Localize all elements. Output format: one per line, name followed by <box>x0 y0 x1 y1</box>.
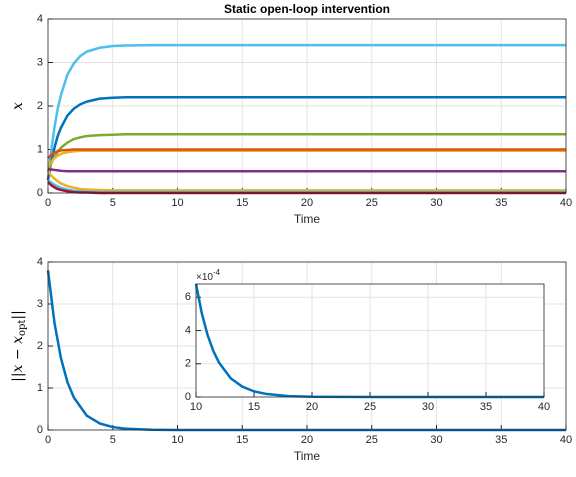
y-tick-label: 3 <box>37 298 43 310</box>
x-axis-label: Time <box>294 449 321 463</box>
x-tick-label: 15 <box>248 401 260 413</box>
axes-box <box>195 283 545 398</box>
y-tick-label: 0 <box>37 424 43 436</box>
axes: 10 15 20 25 30 35 40 0 2 4 6 ×10-4 <box>185 268 550 413</box>
x-tick-label: 25 <box>366 434 378 446</box>
x-tick-label: 0 <box>45 197 51 209</box>
axes-box <box>47 261 567 431</box>
y-tick-label: 2 <box>37 340 43 352</box>
x-tick-label: 20 <box>306 401 318 413</box>
x-tick-label: 5 <box>110 434 116 446</box>
y-label-main: x <box>10 102 26 110</box>
x-tick-label: 40 <box>560 434 572 446</box>
x-tick-label: 35 <box>480 401 492 413</box>
line-series <box>47 167 566 173</box>
y-tick-label: 1 <box>37 382 43 394</box>
y-label-sub: opt <box>17 320 28 336</box>
y-tick-label: 4 <box>37 256 43 268</box>
x-axis-label: Time <box>294 212 321 226</box>
y-label-main: ||x − x <box>10 336 26 382</box>
y-multiplier: ×10-4 <box>196 268 221 283</box>
axes-box <box>47 18 567 194</box>
y-label-end: || <box>10 310 26 319</box>
x-tick-label: 10 <box>171 197 183 209</box>
y-tick-label: 2 <box>185 358 191 370</box>
x-tick-label: 40 <box>538 401 550 413</box>
y-axis-label: ||x − xopt|| <box>10 310 28 382</box>
x-tick-label: 35 <box>495 197 507 209</box>
line-series <box>46 149 566 168</box>
line-series <box>46 133 566 172</box>
x-tick-label: 30 <box>430 434 442 446</box>
x-tick-label: 15 <box>236 197 248 209</box>
x-tick-label: 20 <box>301 434 313 446</box>
y-axis-label: x <box>10 102 26 110</box>
y-tick-label: 0 <box>37 187 43 199</box>
y-tick-label: 0 <box>185 391 191 403</box>
x-tick-label: 25 <box>364 401 376 413</box>
y-tick-label: 6 <box>185 291 191 303</box>
x-tick-label: 35 <box>495 434 507 446</box>
y-tick-label: 4 <box>37 13 43 25</box>
line-series <box>46 43 566 181</box>
multiplier-base: ×10 <box>196 272 213 283</box>
line-series <box>46 170 566 192</box>
multiplier-exponent: -4 <box>213 268 221 277</box>
y-tick-label: 2 <box>37 100 43 112</box>
line-series <box>46 96 566 181</box>
line-series <box>47 148 566 160</box>
x-tick-label: 20 <box>301 197 313 209</box>
x-tick-label: 40 <box>560 197 572 209</box>
y-tick-label: 3 <box>37 56 43 68</box>
x-tick-label: 5 <box>110 197 116 209</box>
y-tick-label: 1 <box>37 143 43 155</box>
y-tick-label: 4 <box>185 324 191 336</box>
x-tick-label: 15 <box>236 434 248 446</box>
x-tick-label: 30 <box>422 401 434 413</box>
axes: 0 5 10 15 20 25 30 35 40 0 1 2 3 4 Static open-loop in… <box>10 2 572 226</box>
x-tick-label: 10 <box>190 401 202 413</box>
x-tick-label: 25 <box>366 197 378 209</box>
x-tick-label: 0 <box>45 434 51 446</box>
x-tick-label: 10 <box>171 434 183 446</box>
chart-title: Static open-loop intervention <box>224 2 390 16</box>
x-tick-label: 30 <box>430 197 442 209</box>
